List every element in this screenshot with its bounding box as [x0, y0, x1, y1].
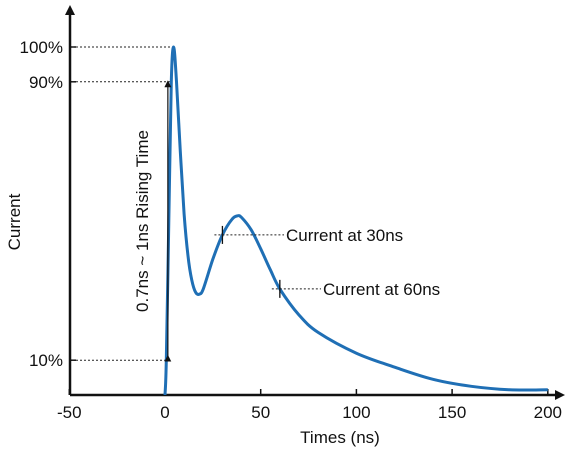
x-tick-label: 0: [160, 403, 169, 422]
y-axis-label: Current: [5, 193, 24, 250]
annotation-current-30ns: Current at 30ns: [286, 226, 403, 245]
y-tick-label: 90%: [29, 73, 63, 92]
x-tick-label: 150: [438, 403, 466, 422]
x-tick-label: 100: [342, 403, 370, 422]
annotation-current-60ns: Current at 60ns: [323, 280, 440, 299]
y-tick-label: 10%: [29, 351, 63, 370]
x-tick-label: 50: [251, 403, 270, 422]
y-tick-label: 100%: [20, 38, 63, 57]
x-axis-label: Times (ns): [300, 428, 380, 447]
current-series-line: [163, 45, 548, 396]
x-tick-label: 200: [534, 403, 562, 422]
rising-time-label: 0.7ns ~ 1ns Rising Time: [133, 130, 152, 312]
x-tick-label: -50: [57, 403, 82, 422]
